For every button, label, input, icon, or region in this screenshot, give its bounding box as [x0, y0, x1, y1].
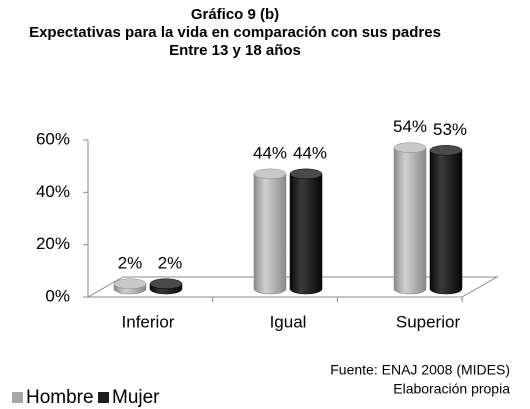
value-label: 44%: [253, 143, 287, 162]
y-tick-label: 20%: [36, 234, 70, 253]
chart-title: Gráfico 9 (b): [190, 6, 280, 23]
legend-label: Mujer: [112, 387, 160, 408]
y-tick-label: 0%: [45, 286, 70, 305]
y-tick-label: 60%: [36, 129, 70, 148]
legend-swatch: [98, 392, 109, 403]
bar-top: [113, 278, 147, 290]
bar-top: [289, 168, 323, 180]
value-label: 44%: [293, 143, 327, 162]
bar: [253, 173, 287, 295]
note: Fuente: ENAJ 2008 (MIDES): [330, 362, 510, 378]
bar-top: [149, 278, 183, 290]
legend-label: Hombre: [26, 387, 94, 408]
bar: [289, 173, 323, 295]
bar: [393, 147, 427, 295]
bar: [429, 150, 463, 295]
chart-subtitle: Expectativas para la vida en comparación…: [29, 24, 441, 41]
value-label: 53%: [433, 120, 467, 139]
legend-swatch: [12, 392, 23, 403]
chart-subtitle: Entre 13 y 18 años: [169, 42, 301, 59]
value-label: 2%: [118, 253, 143, 272]
titles: Gráfico 9 (b) Expectativas para la vida …: [20, 6, 450, 60]
y-tick-label: 40%: [36, 182, 70, 201]
x-tick-label: Igual: [270, 312, 307, 331]
x-tick-label: Superior: [396, 312, 461, 331]
bar-top: [429, 145, 463, 156]
bar-top: [393, 142, 427, 153]
bar-top: [253, 168, 287, 180]
value-label: 54%: [393, 117, 427, 136]
x-tick-label: Inferior: [122, 312, 175, 331]
note: Elaboración propia: [393, 381, 510, 397]
value-label: 2%: [158, 253, 183, 272]
